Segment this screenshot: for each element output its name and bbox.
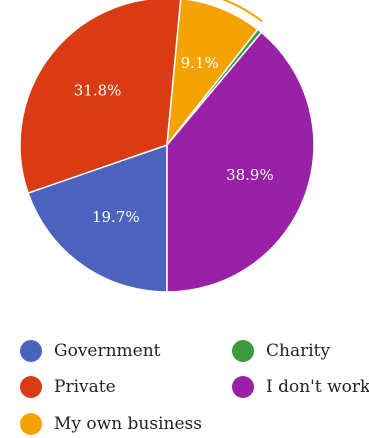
legend-swatch-government [20,340,42,362]
pie-label-private: 31.8% [74,82,122,100]
pie-label-government: 19.7% [92,208,140,226]
legend-item-charity[interactable]: Charity [232,340,330,362]
chart-legend: Government Charity Private I don't work … [20,340,369,435]
legend-label-charity: Charity [266,341,331,361]
legend-label-my-own-business: My own business [54,414,203,434]
legend-item-private[interactable]: Private [20,376,116,398]
pie-label-my-own-business: 9.1% [181,54,219,72]
legend-item-my-own-business[interactable]: My own business [20,413,202,435]
legend-item-government[interactable]: Government [20,340,161,362]
pie-label-i-don-t-work: 38.9% [226,166,274,184]
pie-slice-i-don-t-work[interactable] [166,31,315,293]
pie-chart: 19.7% 31.8% 9.1% 38.9% [19,0,315,293]
legend-swatch-charity [232,340,254,362]
pie-slice-private[interactable] [19,0,182,195]
legend-swatch-my-own-business [20,413,42,435]
legend-label-private: Private [54,377,116,397]
legend-label-government: Government [54,341,161,361]
legend-item-i-dont-work[interactable]: I don't work [232,376,369,398]
legend-swatch-i-dont-work [232,376,254,398]
legend-label-i-dont-work: I don't work [266,377,369,397]
pie-slice-my-own-business[interactable] [166,0,259,148]
pie-highlight-arc [221,0,263,23]
legend-swatch-private [20,376,42,398]
